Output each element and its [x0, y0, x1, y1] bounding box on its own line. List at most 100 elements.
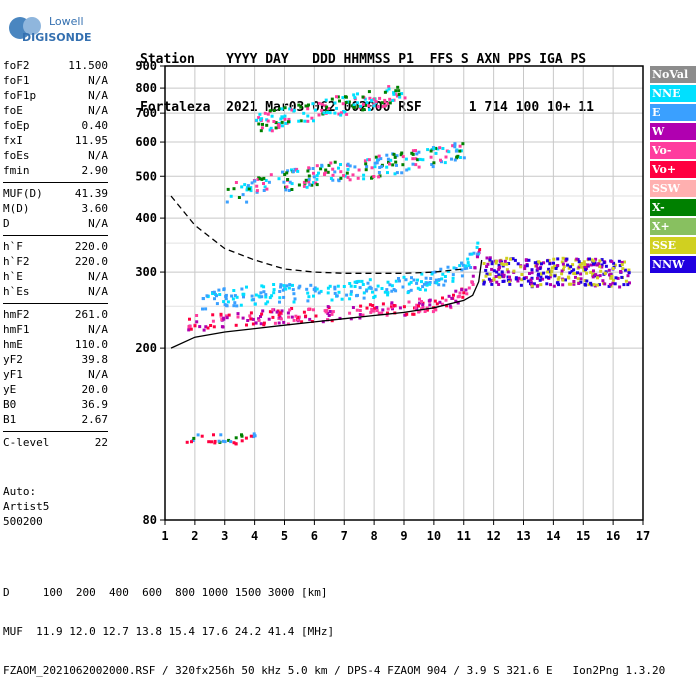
- echo-point: [373, 307, 377, 311]
- echo-point: [225, 314, 228, 318]
- echo-point: [488, 272, 492, 276]
- echo-point: [455, 155, 459, 159]
- echo-point: [406, 291, 410, 295]
- echo-point: [589, 263, 593, 267]
- echo-point: [451, 144, 455, 148]
- echo-point: [250, 181, 254, 185]
- echo-point: [338, 99, 341, 103]
- echo-point: [383, 104, 387, 108]
- echo-point: [398, 279, 401, 283]
- echo-point: [206, 326, 210, 330]
- param-value: 2.90: [81, 164, 109, 177]
- echo-point: [371, 304, 375, 307]
- param-value: 22: [94, 436, 108, 449]
- echo-point: [335, 106, 338, 110]
- echo-point: [235, 304, 239, 308]
- echo-point: [600, 263, 604, 267]
- echo-point: [255, 184, 259, 188]
- echo-point: [572, 272, 576, 275]
- echo-point: [623, 268, 627, 272]
- echo-point: [467, 264, 471, 268]
- echo-point: [460, 288, 464, 292]
- echo-point: [283, 114, 287, 118]
- echo-point: [420, 272, 424, 276]
- echo-point: [277, 126, 281, 129]
- echo-point: [490, 262, 494, 266]
- echo-point: [373, 294, 377, 298]
- echo-point: [476, 241, 480, 245]
- echo-point: [621, 267, 625, 271]
- echo-point: [554, 267, 558, 270]
- param-value: 41.39: [74, 187, 108, 200]
- echo-point: [283, 173, 287, 176]
- echo-point: [259, 315, 262, 318]
- echo-point: [599, 269, 603, 273]
- echo-point: [577, 260, 581, 264]
- echo-point: [428, 282, 432, 286]
- echo-point: [347, 100, 351, 104]
- echo-point: [311, 102, 315, 106]
- echo-point: [335, 294, 339, 298]
- echo-point: [447, 150, 451, 154]
- echo-point: [536, 267, 540, 271]
- param-value: 110.0: [74, 338, 108, 351]
- echo-point: [594, 273, 598, 277]
- echo-point: [195, 320, 199, 324]
- echo-point: [530, 284, 534, 288]
- echo-point: [265, 123, 269, 127]
- echo-point: [412, 312, 416, 316]
- echo-point: [466, 257, 470, 261]
- echo-point: [254, 293, 258, 297]
- echo-point: [297, 286, 301, 290]
- echo-point: [272, 291, 276, 295]
- param-row: h`F2 220.0: [3, 254, 108, 269]
- param-separator: [3, 431, 108, 432]
- echo-point: [460, 268, 464, 272]
- echo-point: [315, 174, 319, 178]
- param-value: N/A: [88, 323, 108, 336]
- echo-point: [535, 264, 539, 268]
- muf-row: MUF 11.9 12.0 12.7 13.8 15.4 17.6 24.2 4…: [3, 625, 335, 638]
- echo-point: [386, 291, 390, 295]
- echo-point: [560, 269, 564, 273]
- echo-point: [328, 310, 332, 313]
- echo-point: [448, 304, 452, 308]
- echo-point: [307, 166, 311, 170]
- echo-point: [431, 165, 435, 169]
- echo-point: [358, 286, 362, 290]
- echo-point: [200, 434, 204, 438]
- echo-point: [233, 301, 237, 305]
- echo-point: [585, 271, 589, 275]
- echo-point: [418, 157, 422, 161]
- echo-point: [362, 107, 366, 111]
- echo-point: [433, 281, 437, 285]
- echo-point: [489, 279, 493, 283]
- echo-point: [330, 319, 334, 323]
- echo-point: [390, 289, 394, 293]
- echo-point: [577, 265, 581, 269]
- echo-point: [439, 158, 442, 162]
- echo-point: [458, 149, 462, 153]
- echo-point: [377, 154, 381, 158]
- echo-point: [428, 281, 432, 284]
- echo-point: [464, 264, 468, 268]
- echo-point: [259, 118, 262, 122]
- echo-point: [351, 306, 355, 309]
- echo-point: [418, 288, 422, 291]
- echo-point: [411, 157, 415, 161]
- echo-point: [372, 309, 376, 313]
- echo-point: [270, 294, 274, 298]
- echo-point: [275, 310, 279, 314]
- echo-point: [213, 439, 217, 443]
- echo-point: [552, 257, 556, 261]
- echo-point: [597, 283, 601, 287]
- echo-point: [537, 260, 541, 264]
- echo-point: [454, 299, 458, 303]
- echo-point: [490, 267, 494, 271]
- echo-point: [326, 305, 330, 309]
- echo-point: [568, 271, 572, 275]
- echo-point: [556, 264, 560, 267]
- echo-point: [351, 173, 355, 177]
- echo-point: [439, 267, 443, 271]
- echo-point: [344, 101, 348, 104]
